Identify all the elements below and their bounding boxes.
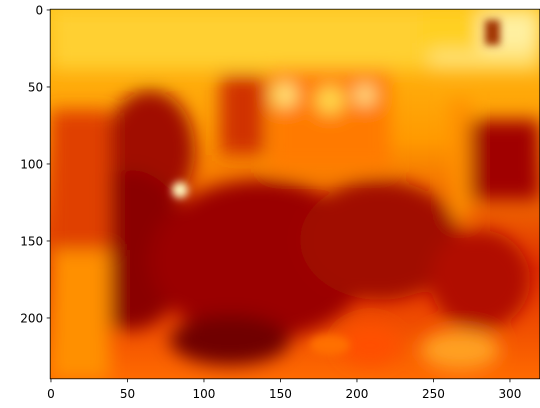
y-tick-label: 100 (20, 157, 43, 171)
y-tick-label: 0 (36, 3, 44, 17)
page: {"chart_data": {"type": "image", "xlim":… (0, 0, 540, 404)
x-tick-label: 150 (269, 387, 292, 401)
x-tick-label: 200 (346, 387, 369, 401)
x-tick-label: 250 (422, 387, 445, 401)
chart: 0 50 100 150 200 250 300 0 50 100 150 200 (0, 0, 540, 404)
x-tick-label: 100 (193, 387, 216, 401)
y-tick-label: 50 (28, 80, 43, 94)
x-tick-label: 0 (47, 387, 55, 401)
y-tick-label: 150 (20, 234, 43, 248)
y-tick-label: 200 (20, 311, 43, 325)
x-tick-label: 50 (120, 387, 135, 401)
heatmap-image (50, 9, 540, 380)
x-tick-label: 300 (499, 387, 522, 401)
